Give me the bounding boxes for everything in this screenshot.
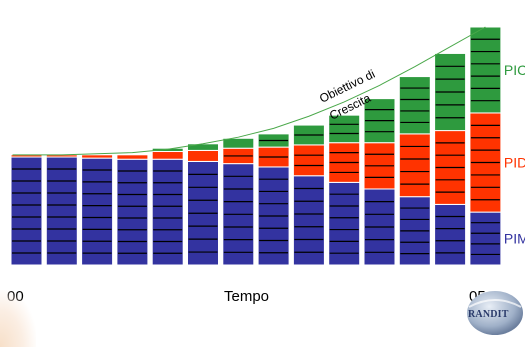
bar-segment-pim-0 (10, 156, 43, 266)
logo-globe-icon (467, 291, 523, 335)
x-axis-label: Tempo (224, 288, 269, 305)
bar-segment-pid-2 (81, 154, 114, 159)
bar-segment-pim-12 (434, 203, 467, 266)
legend-label-pid: PID (504, 155, 525, 171)
bar-segment-pim-9 (328, 181, 361, 266)
bar-segment-pic-9 (328, 114, 361, 144)
bar-segment-pim-2 (81, 157, 114, 266)
legend-label-pim: PIM (504, 231, 525, 247)
legend-group: PIM PID PIC (504, 62, 525, 247)
legend-label-pic: PIC (504, 62, 525, 78)
bar-segment-pid-11 (398, 133, 431, 198)
growth-target-curve (12, 26, 486, 156)
bar-segment-pic-4 (151, 147, 184, 153)
bar-segment-pid-8 (292, 144, 325, 177)
bar-segment-pim-3 (116, 158, 149, 266)
bar-segment-pid-4 (151, 151, 184, 160)
randit-logo: RANDIT (461, 289, 525, 337)
bar-segment-pim-4 (151, 158, 184, 266)
bar-segment-pim-8 (292, 175, 325, 266)
bar-segment-pic-6 (222, 137, 255, 149)
corner-decoration (0, 290, 36, 347)
bars-group (10, 26, 502, 266)
logo-text: RANDIT (468, 309, 509, 320)
bar-segment-pic-13 (469, 26, 502, 114)
bar-segment-pic-11 (398, 76, 431, 135)
bar-segment-pic-5 (187, 143, 219, 151)
bar-segment-pid-3 (116, 154, 149, 160)
bar-segment-pid-5 (187, 149, 219, 162)
bar-segment-pim-1 (45, 156, 78, 266)
bar-segment-pim-13 (469, 211, 502, 266)
